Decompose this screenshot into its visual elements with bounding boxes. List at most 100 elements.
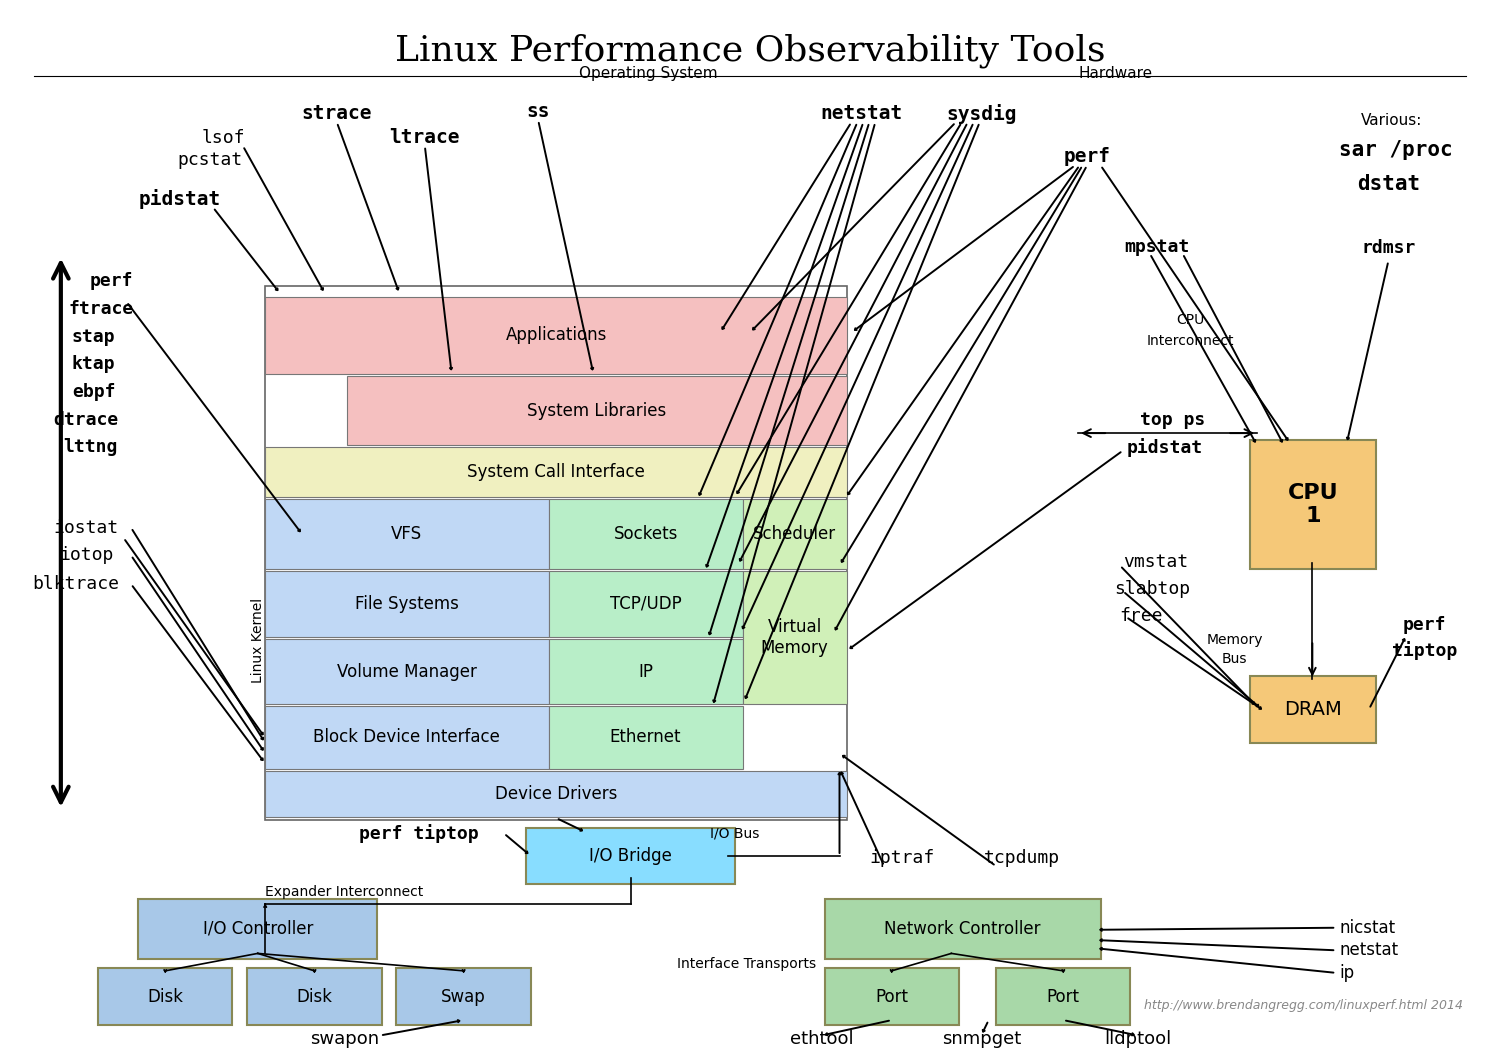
- Text: Port: Port: [1047, 987, 1080, 1006]
- Text: Swap: Swap: [441, 987, 486, 1006]
- FancyBboxPatch shape: [266, 639, 549, 705]
- Text: netstat: netstat: [1340, 941, 1398, 960]
- FancyBboxPatch shape: [549, 499, 742, 569]
- FancyBboxPatch shape: [549, 639, 742, 705]
- Text: Operating System: Operating System: [579, 66, 718, 82]
- Text: Port: Port: [874, 987, 908, 1006]
- Text: Hardware: Hardware: [1078, 66, 1152, 82]
- FancyBboxPatch shape: [266, 570, 549, 637]
- Text: tcpdump: tcpdump: [984, 849, 1059, 867]
- Text: vmstat: vmstat: [1124, 553, 1188, 571]
- Text: Bus: Bus: [1222, 652, 1248, 666]
- Text: Ethernet: Ethernet: [610, 729, 681, 747]
- Text: I/O Controller: I/O Controller: [202, 920, 314, 938]
- Text: Memory: Memory: [1206, 633, 1263, 648]
- Text: mpstat: mpstat: [1125, 238, 1190, 256]
- Text: lldptool: lldptool: [1104, 1030, 1172, 1048]
- FancyBboxPatch shape: [825, 968, 958, 1025]
- Text: netstat: netstat: [821, 104, 903, 124]
- Text: lsof: lsof: [201, 128, 244, 147]
- Text: Expander Interconnect: Expander Interconnect: [266, 885, 423, 899]
- Text: CPU: CPU: [1176, 313, 1204, 328]
- Text: ss: ss: [526, 103, 550, 122]
- Text: blktrace: blktrace: [33, 575, 120, 593]
- FancyBboxPatch shape: [825, 899, 1101, 959]
- Text: Disk: Disk: [297, 987, 333, 1006]
- Text: pidstat: pidstat: [140, 189, 222, 209]
- Text: Scheduler: Scheduler: [753, 525, 837, 543]
- Text: free: free: [1119, 607, 1162, 625]
- Text: http://www.brendangregg.com/linuxperf.html 2014: http://www.brendangregg.com/linuxperf.ht…: [1144, 999, 1462, 1012]
- Text: iptraf: iptraf: [870, 849, 934, 867]
- Text: dtrace: dtrace: [54, 411, 118, 428]
- Text: iotop: iotop: [58, 546, 114, 564]
- Text: IP: IP: [638, 663, 652, 680]
- Text: lttng: lttng: [63, 439, 118, 457]
- Text: strace: strace: [302, 104, 372, 124]
- Text: Device Drivers: Device Drivers: [495, 784, 618, 803]
- Text: perf: perf: [1402, 616, 1446, 634]
- FancyBboxPatch shape: [742, 499, 847, 569]
- Text: File Systems: File Systems: [356, 595, 459, 613]
- FancyBboxPatch shape: [742, 570, 847, 705]
- Text: sar /proc: sar /proc: [1340, 140, 1452, 160]
- Text: Virtual
Memory: Virtual Memory: [760, 618, 828, 656]
- Text: ebpf: ebpf: [72, 383, 116, 401]
- Text: dstat: dstat: [1358, 173, 1420, 194]
- Text: Interface Transports: Interface Transports: [678, 957, 816, 970]
- FancyBboxPatch shape: [266, 447, 847, 497]
- Text: I/O Bridge: I/O Bridge: [590, 847, 672, 865]
- Text: Interconnect: Interconnect: [1146, 334, 1234, 348]
- Text: nicstat: nicstat: [1340, 919, 1395, 937]
- Text: swapon: swapon: [309, 1030, 380, 1048]
- Text: ftrace: ftrace: [69, 300, 134, 318]
- Text: slabtop: slabtop: [1114, 580, 1191, 598]
- Text: ip: ip: [1340, 964, 1354, 982]
- Text: perf tiptop: perf tiptop: [358, 824, 478, 843]
- Text: Linux Performance Observability Tools: Linux Performance Observability Tools: [394, 34, 1106, 67]
- FancyBboxPatch shape: [266, 771, 847, 817]
- FancyBboxPatch shape: [266, 706, 549, 769]
- Text: Sockets: Sockets: [614, 525, 678, 543]
- Text: DRAM: DRAM: [1284, 700, 1342, 719]
- Text: Linux Kernel: Linux Kernel: [251, 597, 264, 682]
- Text: ltrace: ltrace: [390, 128, 460, 147]
- FancyBboxPatch shape: [396, 968, 531, 1025]
- Text: rdmsr: rdmsr: [1360, 239, 1416, 257]
- Text: I/O Bus: I/O Bus: [711, 826, 760, 840]
- Text: System Call Interface: System Call Interface: [466, 463, 645, 481]
- Text: Volume Manager: Volume Manager: [338, 663, 477, 680]
- Text: pidstat: pidstat: [1126, 438, 1203, 457]
- Text: Block Device Interface: Block Device Interface: [314, 729, 501, 747]
- Text: iostat: iostat: [54, 519, 118, 537]
- FancyBboxPatch shape: [1250, 440, 1377, 569]
- Text: stap: stap: [72, 328, 116, 345]
- Text: top ps: top ps: [1140, 411, 1204, 428]
- FancyBboxPatch shape: [526, 828, 735, 884]
- FancyBboxPatch shape: [996, 968, 1131, 1025]
- FancyBboxPatch shape: [266, 499, 549, 569]
- Text: Network Controller: Network Controller: [885, 920, 1041, 938]
- Text: CPU
1: CPU 1: [1288, 483, 1338, 526]
- FancyBboxPatch shape: [138, 899, 376, 959]
- Text: System Libraries: System Libraries: [528, 401, 666, 420]
- Text: ktap: ktap: [72, 355, 116, 374]
- FancyBboxPatch shape: [248, 968, 381, 1025]
- Text: snmpget: snmpget: [942, 1030, 1022, 1048]
- Text: Disk: Disk: [147, 987, 183, 1006]
- FancyBboxPatch shape: [1250, 676, 1377, 743]
- Text: TCP/UDP: TCP/UDP: [609, 595, 681, 613]
- Text: Applications: Applications: [506, 327, 608, 344]
- Text: VFS: VFS: [392, 525, 423, 543]
- FancyBboxPatch shape: [98, 968, 232, 1025]
- Text: sysdig: sysdig: [946, 104, 1017, 124]
- Text: perf: perf: [1064, 147, 1110, 166]
- Text: tiptop: tiptop: [1392, 642, 1456, 660]
- FancyBboxPatch shape: [346, 376, 848, 445]
- FancyBboxPatch shape: [549, 706, 742, 769]
- Text: perf: perf: [90, 272, 134, 290]
- FancyBboxPatch shape: [266, 297, 847, 374]
- Text: ethtool: ethtool: [790, 1030, 853, 1048]
- Text: Various:: Various:: [1360, 112, 1422, 128]
- FancyBboxPatch shape: [549, 570, 742, 637]
